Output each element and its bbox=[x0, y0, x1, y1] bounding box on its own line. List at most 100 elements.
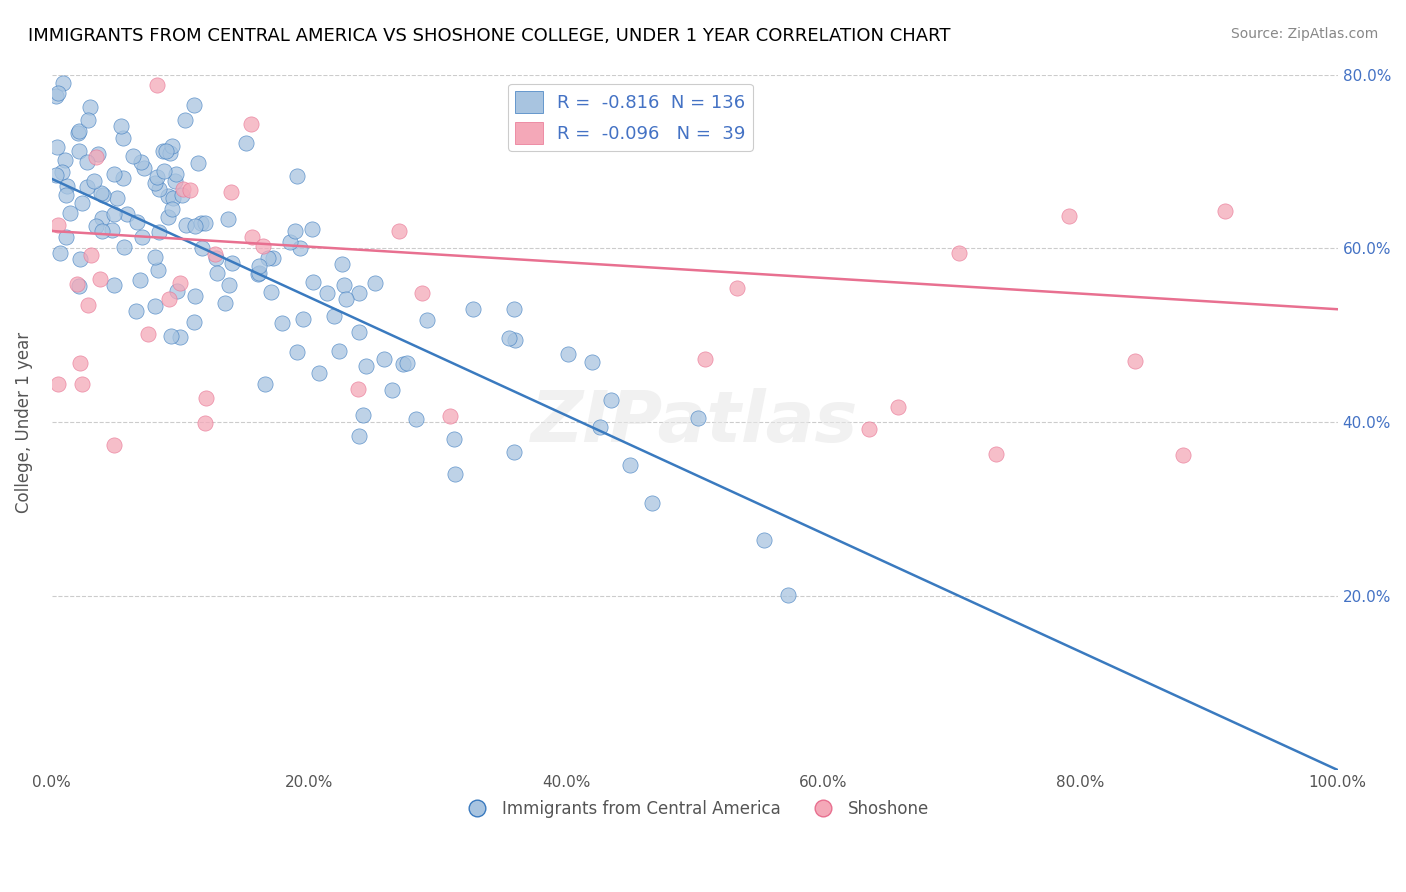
Point bbox=[103, 438, 125, 452]
Point bbox=[354, 359, 377, 373]
Point bbox=[129, 155, 152, 169]
Point bbox=[49, 246, 72, 260]
Point bbox=[1173, 448, 1195, 462]
Point bbox=[204, 252, 226, 266]
Point bbox=[252, 239, 274, 253]
Point bbox=[291, 311, 314, 326]
Point bbox=[52, 76, 75, 90]
Point bbox=[46, 376, 69, 391]
Point bbox=[117, 207, 139, 221]
Point bbox=[122, 149, 145, 163]
Point bbox=[183, 219, 205, 233]
Point bbox=[103, 167, 125, 181]
Point bbox=[56, 179, 79, 194]
Point bbox=[105, 191, 128, 205]
Point bbox=[155, 145, 177, 159]
Point bbox=[191, 241, 214, 255]
Point bbox=[55, 187, 77, 202]
Point bbox=[146, 169, 169, 184]
Point bbox=[76, 180, 98, 194]
Point bbox=[134, 161, 156, 175]
Point bbox=[557, 347, 579, 361]
Point bbox=[156, 189, 179, 203]
Point bbox=[84, 219, 107, 234]
Point bbox=[80, 248, 103, 262]
Point bbox=[91, 211, 114, 225]
Point bbox=[194, 416, 217, 430]
Point bbox=[205, 266, 228, 280]
Point bbox=[87, 147, 110, 161]
Point bbox=[190, 216, 212, 230]
Point bbox=[67, 126, 90, 140]
Point bbox=[323, 309, 346, 323]
Point bbox=[260, 285, 283, 299]
Point bbox=[285, 169, 308, 184]
Point bbox=[66, 277, 89, 291]
Point bbox=[330, 257, 353, 271]
Point bbox=[159, 145, 181, 160]
Point bbox=[111, 170, 134, 185]
Point bbox=[285, 345, 308, 359]
Point bbox=[69, 356, 91, 370]
Point bbox=[84, 150, 107, 164]
Point bbox=[69, 252, 91, 266]
Point bbox=[270, 316, 292, 330]
Point bbox=[235, 136, 257, 150]
Point bbox=[1213, 203, 1236, 218]
Point bbox=[503, 445, 526, 459]
Point bbox=[179, 183, 201, 197]
Point bbox=[332, 278, 354, 293]
Point bbox=[498, 331, 520, 345]
Point bbox=[183, 315, 205, 329]
Point bbox=[125, 304, 148, 318]
Point bbox=[59, 206, 82, 220]
Point bbox=[247, 266, 270, 280]
Point bbox=[221, 256, 243, 270]
Point bbox=[148, 181, 170, 195]
Point bbox=[986, 447, 1008, 461]
Y-axis label: College, Under 1 year: College, Under 1 year bbox=[15, 332, 32, 513]
Point bbox=[157, 292, 180, 306]
Point bbox=[67, 279, 90, 293]
Point bbox=[754, 533, 776, 548]
Point bbox=[172, 182, 194, 196]
Point bbox=[240, 230, 263, 244]
Point bbox=[174, 113, 197, 128]
Point bbox=[257, 251, 280, 265]
Point bbox=[395, 357, 418, 371]
Point bbox=[138, 327, 160, 342]
Point bbox=[76, 112, 98, 127]
Point bbox=[347, 382, 370, 396]
Point bbox=[416, 313, 439, 327]
Point bbox=[443, 432, 465, 446]
Point bbox=[776, 588, 799, 602]
Point bbox=[405, 412, 427, 426]
Point bbox=[503, 301, 526, 316]
Point bbox=[159, 328, 181, 343]
Point bbox=[51, 165, 73, 179]
Point bbox=[170, 187, 193, 202]
Point bbox=[160, 138, 183, 153]
Point bbox=[152, 145, 174, 159]
Point bbox=[91, 224, 114, 238]
Point bbox=[143, 251, 166, 265]
Point bbox=[45, 168, 67, 182]
Point bbox=[72, 196, 94, 211]
Point bbox=[83, 174, 105, 188]
Point bbox=[114, 240, 136, 254]
Point bbox=[858, 422, 880, 436]
Point bbox=[316, 286, 339, 301]
Point bbox=[352, 409, 374, 423]
Point bbox=[86, 24, 108, 38]
Point bbox=[46, 38, 69, 53]
Point bbox=[1125, 354, 1147, 368]
Point bbox=[688, 410, 710, 425]
Point bbox=[174, 219, 197, 233]
Text: ZIPatlas: ZIPatlas bbox=[531, 388, 859, 457]
Point bbox=[70, 377, 93, 392]
Point bbox=[77, 298, 100, 312]
Point bbox=[302, 275, 325, 289]
Point bbox=[948, 246, 970, 260]
Point bbox=[165, 174, 187, 188]
Point bbox=[146, 78, 169, 92]
